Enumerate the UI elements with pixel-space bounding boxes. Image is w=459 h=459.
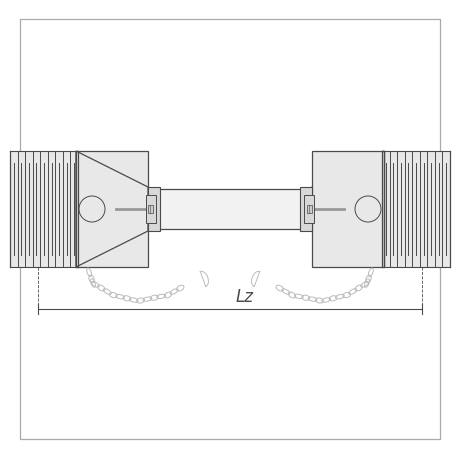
Text: Lz: Lz bbox=[235, 287, 253, 305]
Bar bbox=[311, 151, 383, 268]
Bar bbox=[146, 196, 156, 224]
Bar bbox=[148, 190, 311, 230]
Polygon shape bbox=[311, 151, 383, 268]
Bar bbox=[381, 151, 449, 268]
Bar bbox=[306, 206, 311, 213]
Bar bbox=[303, 196, 313, 224]
Bar bbox=[10, 151, 78, 268]
Bar bbox=[299, 188, 311, 231]
Polygon shape bbox=[381, 151, 383, 268]
Bar bbox=[76, 151, 148, 268]
Bar bbox=[148, 206, 153, 213]
Polygon shape bbox=[76, 151, 78, 268]
Polygon shape bbox=[76, 151, 148, 268]
Bar bbox=[148, 188, 160, 231]
